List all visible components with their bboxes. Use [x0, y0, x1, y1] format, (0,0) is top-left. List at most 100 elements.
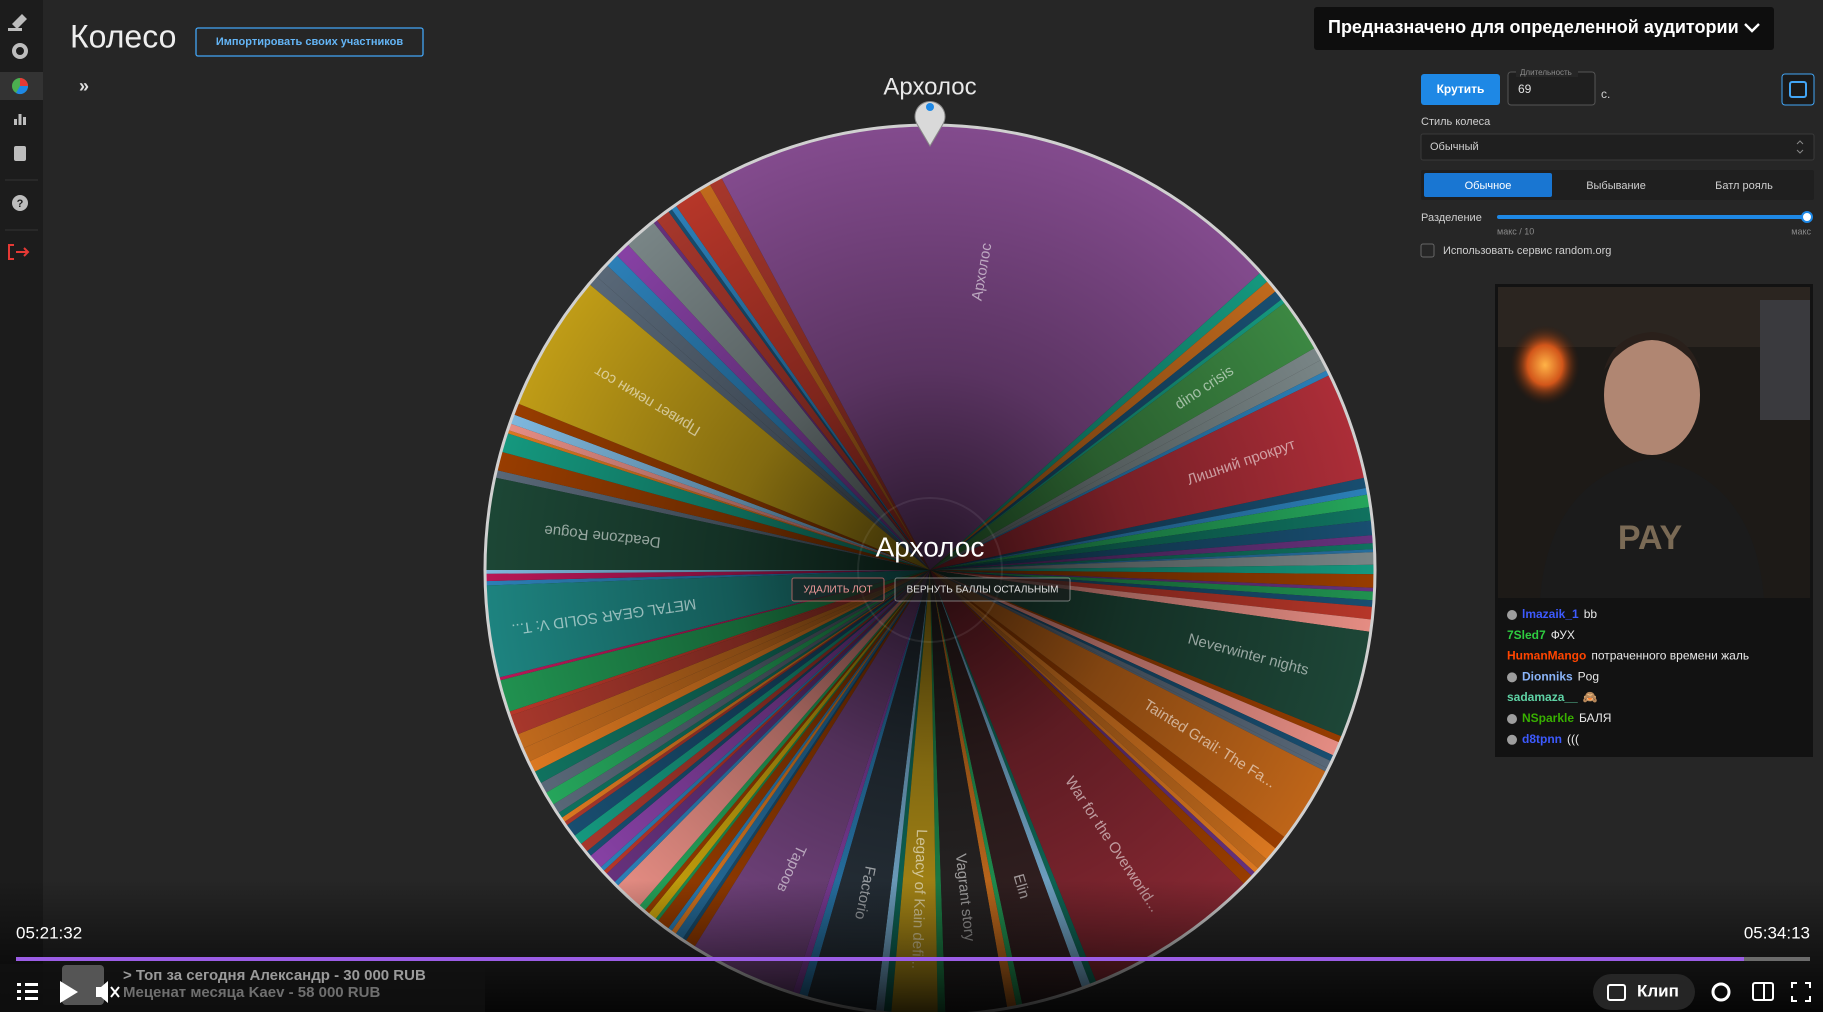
logout-icon[interactable] — [8, 244, 30, 260]
expand-button[interactable]: » — [79, 76, 89, 96]
duration-value: 69 — [1518, 82, 1532, 96]
chat-user[interactable]: Dionniks — [1522, 670, 1573, 684]
split-min: макс / 10 — [1497, 226, 1534, 236]
chat-badge — [1507, 734, 1517, 745]
elapsed-time: 05:21:32 — [16, 923, 82, 942]
pointer — [914, 101, 946, 147]
style-select[interactable] — [1420, 133, 1815, 161]
clip-label: Клип — [1637, 981, 1679, 1000]
winner-top-label: Архолос — [883, 73, 976, 100]
chat-message: ФУХ — [1551, 628, 1575, 642]
help-icon[interactable] — [12, 195, 28, 211]
mode-tab-label[interactable]: Выбывание — [1586, 180, 1646, 192]
style-label: Стиль колеса — [1421, 116, 1491, 128]
chat-message: потраченного времени жаль — [1591, 649, 1749, 663]
ticker-logo — [62, 965, 104, 1005]
duration-label-bg — [1516, 68, 1578, 77]
split-slider-thumb[interactable] — [1801, 211, 1813, 223]
clip-icon — [1607, 984, 1626, 1001]
wheel-icon-part — [20, 78, 28, 86]
chat-badge — [1507, 672, 1517, 683]
page-title: Колесо — [70, 18, 176, 54]
pointer-dot — [926, 103, 934, 111]
chat-badge — [1507, 714, 1517, 724]
banner-text: Предназначено для определенной аудитории — [1328, 17, 1739, 37]
sidebar-icons: ? — [0, 14, 43, 260]
banner-chevron[interactable] — [1744, 23, 1760, 33]
play-button[interactable] — [60, 981, 78, 1003]
chat-message: ((( — [1567, 732, 1579, 746]
progress-fill — [16, 957, 1744, 961]
chat-user[interactable]: NSparkle — [1522, 711, 1574, 725]
split-label: Разделение — [1421, 212, 1482, 224]
wheel-icon-part — [16, 86, 29, 95]
delete-lot-button[interactable] — [791, 577, 885, 602]
ticker-line-1: > Топ за сегодня Александр - 30 000 RUB — [123, 967, 426, 984]
list-icon[interactable] — [14, 146, 26, 161]
duration-label: Длительность — [1520, 68, 1572, 77]
sidebar — [0, 0, 43, 1012]
randomize-icon — [1789, 81, 1807, 98]
chat: lmazaik_1 bb 7Sled7 ФУХ HumanMango потраченно… — [1507, 607, 1749, 746]
mode-tab-label[interactable]: Батл рояль — [1715, 180, 1773, 192]
webcam-hair — [1604, 332, 1700, 370]
random-org-label: Использовать сервис random.org — [1443, 245, 1611, 257]
randomize-button[interactable] — [1781, 73, 1815, 106]
settings-icon[interactable] — [12, 43, 28, 59]
wheel-shade — [485, 125, 1375, 1012]
chat-message: БАЛЯ — [1579, 711, 1611, 725]
chat-line: HumanMango потраченного времени жаль — [1507, 649, 1749, 663]
chat-line: Dionniks Pog — [1522, 670, 1599, 684]
pointer-pin — [914, 101, 946, 147]
ticker-line-2: Меценат месяца Kaev - 58 000 RUB — [123, 984, 380, 1001]
chat-message: 🙈 — [1583, 690, 1598, 704]
total-time: 05:34:13 — [1744, 923, 1810, 942]
chat-line: 7Sled7 ФУХ — [1507, 628, 1575, 642]
mode-tab-label-active[interactable]: Обычное — [1465, 180, 1512, 192]
chat-user[interactable]: 7Sled7 — [1507, 628, 1546, 642]
split-slider-track[interactable] — [1497, 215, 1809, 219]
split-max: макс — [1791, 226, 1811, 236]
chat-line: lmazaik_1 bb — [1522, 607, 1597, 621]
mute-button[interactable] — [96, 981, 108, 1003]
webcam-shirt — [1540, 458, 1764, 598]
playlist-button[interactable] — [17, 983, 38, 1000]
audience-banner — [1314, 7, 1774, 50]
logo-icon[interactable] — [8, 14, 27, 31]
chat-line: NSparkle БАЛЯ — [1522, 711, 1611, 725]
chat-message: bb — [1584, 607, 1598, 621]
help-glyph: ? — [17, 198, 24, 210]
wheel-hub — [857, 497, 1003, 643]
settings-button[interactable] — [1711, 982, 1731, 1002]
select-arrows — [1796, 140, 1804, 154]
webcam-fireplace — [1510, 325, 1580, 405]
chat-user[interactable]: sadamaza__ — [1507, 690, 1578, 704]
spin-label: Крутить — [1437, 82, 1485, 96]
player-controls: Клип — [17, 974, 1811, 1010]
chat-user[interactable]: HumanMango — [1507, 649, 1586, 663]
chat-user[interactable]: lmazaik_1 — [1522, 607, 1579, 621]
webcam-wall — [1760, 300, 1810, 420]
spin-button[interactable] — [1421, 74, 1500, 105]
fullscreen-button[interactable] — [1791, 982, 1811, 1002]
webcam-shirt-print: PAY — [1618, 519, 1683, 557]
delete-lot-label: УДАЛИТЬ ЛОТ — [803, 585, 872, 596]
chat-badge — [1507, 610, 1517, 620]
winner-center-label: Архолос — [876, 531, 985, 562]
style-value: Обычный — [1430, 141, 1479, 153]
chat-user[interactable]: d8tpnn — [1522, 732, 1562, 746]
webcam-head — [1604, 335, 1700, 455]
chat-line: sadamaza__ 🙈 — [1507, 690, 1598, 704]
mute-cross — [110, 986, 120, 998]
duration-unit: с. — [1601, 87, 1610, 101]
return-points-button[interactable] — [894, 577, 1071, 602]
import-button-label: Импортировать своих участников — [216, 36, 404, 48]
mode-labels: Обычное Выбывание Батл рояль — [1465, 180, 1774, 192]
random-org-checkbox[interactable] — [1420, 243, 1435, 258]
stats-icon[interactable] — [14, 114, 26, 125]
import-button[interactable] — [195, 27, 424, 57]
mode-tab-active[interactable] — [1424, 173, 1552, 197]
